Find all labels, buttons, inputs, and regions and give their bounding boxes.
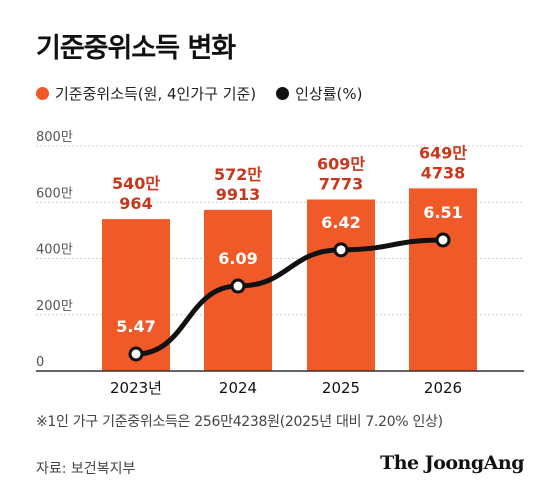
rate-value-label: 5.47: [116, 317, 155, 336]
rate-point: [128, 346, 144, 362]
footnote: ※1인 가구 기준중위소득은 256만4238원(2025년 대비 7.20% …: [36, 414, 443, 430]
y-tick-label: 200만: [36, 299, 73, 314]
bar-value-label: 4738: [421, 163, 466, 182]
legend-item-line: 인상률(%): [276, 83, 363, 104]
rate-value-label: 6.51: [423, 203, 462, 222]
rate-point: [333, 242, 349, 258]
legend-item-bar: 기준중위소득(원, 4인가구 기준): [36, 83, 256, 104]
x-tick-label: 2024: [219, 379, 257, 397]
y-tick-label: 0: [36, 355, 44, 370]
bar-value-label: 649만: [419, 143, 467, 162]
legend-line-swatch: [276, 87, 290, 100]
legend: 기준중위소득(원, 4인가구 기준) 인상률(%): [36, 83, 363, 104]
x-tick-label: 2023년: [110, 379, 162, 397]
x-tick-label: 2026: [424, 379, 462, 397]
y-tick-label: 800만: [36, 130, 73, 145]
brand-logo: The JoongAng: [380, 452, 524, 474]
rate-point: [435, 232, 451, 248]
rate-value-label: 6.09: [218, 249, 257, 268]
bar-value-label: 572만: [214, 165, 262, 184]
y-tick-label: 600만: [36, 186, 73, 201]
rate-value-label: 6.42: [321, 213, 360, 232]
bar-value-label: 9913: [216, 185, 261, 204]
bar: [409, 188, 477, 371]
y-tick-label: 400만: [36, 243, 73, 258]
bar-value-label: 609만: [317, 155, 365, 174]
legend-bar-swatch: [36, 87, 49, 100]
rate-line: [133, 237, 446, 357]
source-note: 자료: 보건복지부: [36, 461, 136, 477]
bar-value-label: 7773: [319, 175, 364, 194]
bar-value-label: 964: [119, 194, 152, 213]
bar: [307, 199, 375, 371]
bar-value-label: 540만: [112, 174, 160, 193]
legend-line-label: 인상률(%): [295, 85, 363, 103]
x-tick-label: 2025: [322, 379, 360, 397]
chart-title: 기준중위소득 변화: [36, 33, 236, 64]
rate-point: [230, 278, 246, 294]
legend-bar-label: 기준중위소득(원, 4인가구 기준): [55, 85, 257, 103]
